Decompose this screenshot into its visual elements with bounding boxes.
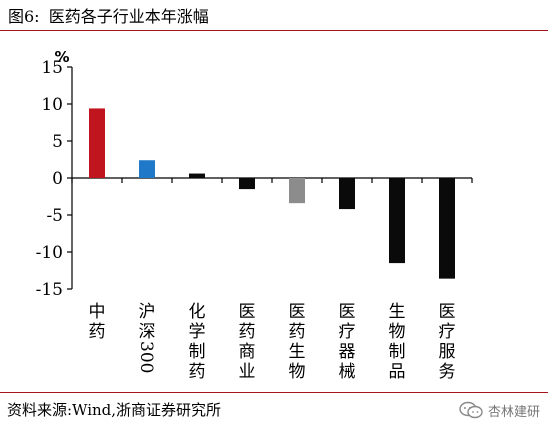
y-tick-label: 0: [52, 169, 63, 189]
category-label-char: 生: [389, 302, 406, 322]
category-label-char: 品: [389, 362, 406, 382]
bar: [89, 108, 105, 178]
category-label-char: 业: [239, 362, 256, 382]
chart-axes: 15 10 5 0 -5 -10 -15%: [36, 48, 473, 300]
bar: [339, 178, 355, 210]
category-label-char: 物: [389, 322, 406, 342]
watermark-text: 杏林建研: [487, 404, 540, 420]
bar: [139, 160, 155, 178]
y-tick-label: -10: [36, 243, 63, 263]
category-label-char: 药: [89, 322, 106, 342]
category-label-char: 沪: [139, 302, 156, 322]
bar: [289, 178, 305, 204]
category-label-char: 器: [339, 342, 356, 362]
y-unit-label: %: [54, 48, 69, 66]
bar: [439, 178, 455, 279]
category-label-char: 药: [289, 322, 306, 342]
category-label-char: 医: [289, 302, 306, 322]
category-label-char: 医: [439, 302, 456, 322]
category-label-char: 医: [239, 302, 256, 322]
category-label-char: 药: [189, 362, 206, 382]
category-label-char: 商: [239, 342, 256, 362]
figure-title: 图6: 医药各子行业本年涨幅: [8, 7, 209, 26]
watermark: 杏林建研: [458, 399, 540, 421]
source-note: 资料来源:Wind,浙商证券研究所: [7, 401, 222, 419]
y-tick-label: -5: [46, 206, 63, 226]
y-tick-label: 5: [52, 132, 63, 152]
category-label-char: 深: [139, 322, 156, 342]
wechat-icon: [459, 401, 483, 419]
category-label-char: 生: [289, 342, 306, 362]
category-label-digits: 300: [136, 341, 156, 373]
y-tick-label: 10: [41, 95, 63, 115]
category-label-char: 疗: [339, 322, 356, 342]
category-label-char: 务: [439, 362, 456, 382]
category-label-char: 中: [89, 302, 106, 322]
category-label-char: 化: [189, 302, 206, 322]
category-label-char: 药: [239, 322, 256, 342]
chart-bars: [89, 108, 455, 279]
category-label-char: 服: [439, 342, 456, 362]
category-label: 中药: [89, 302, 106, 342]
category-label-char: 械: [339, 362, 356, 382]
y-tick-label: 15: [41, 58, 63, 78]
bar: [389, 178, 405, 264]
category-label-char: 物: [289, 362, 306, 382]
top-rule: [0, 30, 548, 31]
category-label-char: 学: [189, 322, 206, 342]
bottom-rule: [0, 392, 548, 393]
category-label-char: 制: [389, 342, 406, 362]
category-label-char: 医: [339, 302, 356, 322]
bar: [189, 173, 205, 178]
y-tick-label: -15: [36, 280, 63, 300]
bar: [239, 178, 255, 190]
category-label-char: 疗: [439, 322, 456, 342]
category-label-char: 制: [189, 342, 206, 362]
